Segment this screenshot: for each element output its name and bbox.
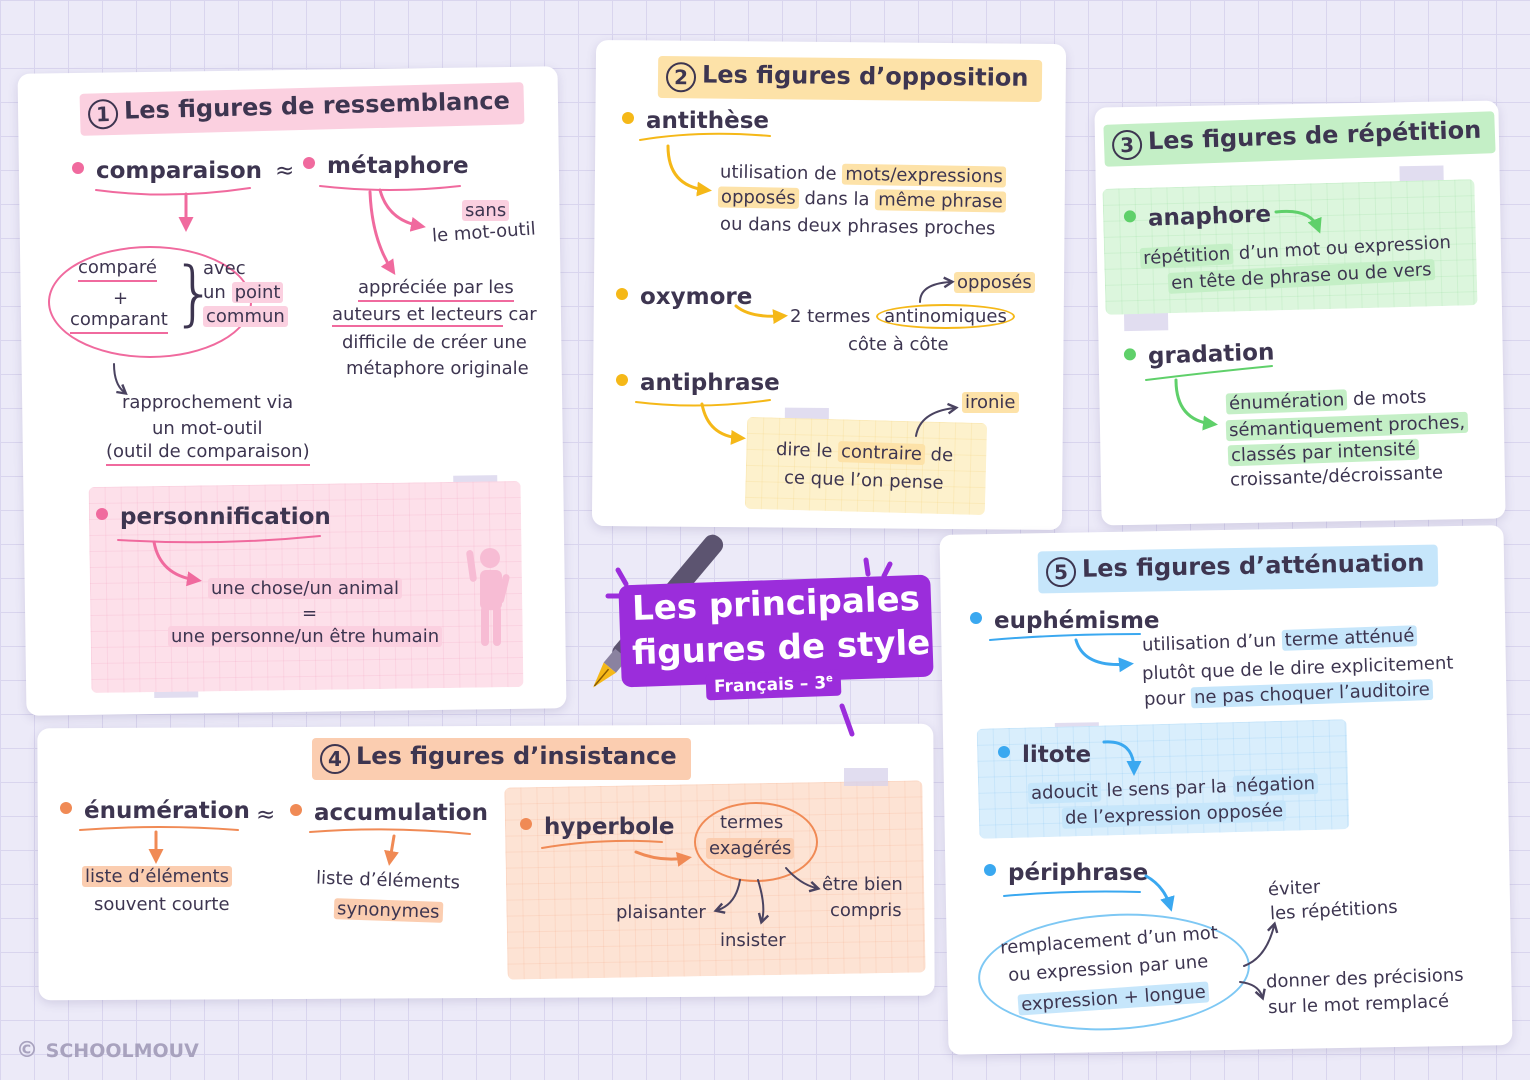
section-number: 2 bbox=[666, 62, 696, 92]
main-subtitle: Français – 3e bbox=[706, 670, 842, 701]
text-rapprochement-3: (outil de comparaison) bbox=[106, 440, 310, 466]
label-compare: comparé bbox=[78, 256, 157, 282]
section-number: 5 bbox=[1046, 557, 1077, 588]
term-periphrase: périphrase bbox=[984, 860, 1148, 886]
text-antithese-2: opposés dans la même phrase bbox=[718, 184, 1006, 215]
text-chose: une chose/un animal bbox=[208, 576, 402, 602]
term-accumulation: accumulation bbox=[290, 800, 488, 826]
text-enumeration-1: liste d’éléments bbox=[82, 864, 232, 890]
text-appreciee-2: auteurs et lecteurs car bbox=[332, 302, 537, 328]
label-un-point: un point bbox=[203, 280, 283, 306]
tape bbox=[844, 768, 888, 786]
section-number: 1 bbox=[88, 99, 119, 130]
bullet-icon bbox=[998, 746, 1010, 758]
text-accumulation-2: synonymes bbox=[334, 896, 443, 926]
text-etre-bien: être bien bbox=[822, 872, 903, 898]
brand-logo: © SCHOOLMOUV bbox=[16, 1038, 199, 1063]
tape bbox=[1124, 312, 1168, 331]
bullet-icon bbox=[984, 864, 996, 876]
approx-sign: ≈ bbox=[275, 158, 294, 184]
text-appreciee-1: appréciée par les bbox=[358, 276, 514, 302]
copyright-icon: © bbox=[16, 1038, 38, 1063]
text-antiphrase-2: ce que l’on pense bbox=[784, 465, 944, 497]
bullet-icon bbox=[970, 612, 982, 624]
bullet-icon bbox=[622, 112, 634, 124]
section-number: 4 bbox=[320, 744, 350, 774]
text-appreciee-3: difficile de créer une bbox=[342, 330, 527, 356]
approx-sign: ≈ bbox=[256, 802, 275, 828]
text-termes: termes bbox=[720, 810, 783, 836]
text-exageres: exagérés bbox=[706, 836, 794, 862]
text-plaisanter: plaisanter bbox=[616, 900, 706, 926]
term-personnification: personnification bbox=[96, 504, 331, 530]
bullet-icon bbox=[303, 157, 315, 169]
bullet-icon bbox=[290, 804, 302, 816]
term-gradation: gradation bbox=[1124, 339, 1275, 370]
term-litote: litote bbox=[998, 742, 1091, 768]
label-opposes: opposés bbox=[954, 270, 1035, 296]
label-ironie: ironie bbox=[962, 390, 1019, 416]
bullet-icon bbox=[616, 374, 628, 386]
text-antithese-3: ou dans deux phrases proches bbox=[720, 212, 996, 243]
term-comparaison: comparaison bbox=[72, 158, 262, 184]
term-metaphore: métaphore bbox=[303, 153, 469, 179]
term-anaphore: anaphore bbox=[1124, 201, 1272, 232]
text-insister: insister bbox=[720, 928, 786, 954]
bullet-icon bbox=[72, 162, 84, 174]
term-hyperbole: hyperbole bbox=[520, 814, 675, 840]
text-appreciee-4: métaphore originale bbox=[346, 356, 529, 382]
text-enumeration-2: souvent courte bbox=[94, 892, 230, 918]
bullet-icon bbox=[1124, 348, 1136, 360]
label-avec: avec bbox=[203, 256, 246, 282]
text-rapprochement-1: rapprochement via bbox=[122, 390, 293, 416]
text-compris: compris bbox=[830, 898, 902, 924]
bullet-icon bbox=[1124, 210, 1136, 222]
person-waving-icon bbox=[460, 540, 520, 650]
term-enumeration: énumération bbox=[60, 798, 250, 824]
term-antiphrase: antiphrase bbox=[616, 370, 780, 396]
term-antithese: antithèse bbox=[622, 108, 769, 134]
term-oxymore: oxymore bbox=[616, 284, 752, 310]
bullet-icon bbox=[96, 508, 108, 520]
section-number: 3 bbox=[1112, 130, 1143, 161]
bullet-icon bbox=[60, 802, 72, 814]
title-attenuation: 5Les figures d’atténuation bbox=[1038, 545, 1439, 594]
text-personne: une personne/un être humain bbox=[168, 624, 442, 650]
label-commun: commun bbox=[203, 304, 288, 330]
title-opposition: 2Les figures d’opposition bbox=[658, 56, 1043, 102]
bullet-icon bbox=[616, 288, 628, 300]
label-comparant: comparant bbox=[70, 308, 168, 334]
term-euphemisme: euphémisme bbox=[970, 608, 1160, 634]
text-accumulation-1: liste d’éléments bbox=[316, 865, 461, 896]
text-oxymore-1: 2 termes antinomiques bbox=[790, 304, 1015, 330]
text-rapprochement-2: un mot-outil bbox=[152, 416, 262, 442]
text-oxymore-2: côte à côte bbox=[848, 332, 949, 358]
bullet-icon bbox=[520, 818, 532, 830]
